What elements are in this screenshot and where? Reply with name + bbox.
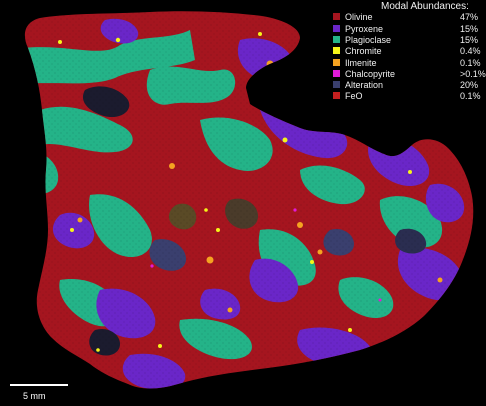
mineral-name: Pyroxene [345,24,384,34]
chalcopyrite-swatch [333,70,340,77]
scale-label: 5 mm [23,391,46,401]
legend-row-ilmenite: Ilmenite 0.1% [333,58,483,68]
legend-row-plagioclase: Plagioclase 15% [333,35,483,45]
mineral-name: Ilmenite [345,58,377,68]
mineral-name: Chromite [345,46,382,56]
mineral-name: Alteration [345,80,384,90]
mineral-value: 0.1% [460,58,481,68]
pyroxene-swatch [333,25,340,32]
mineral-value: 47% [460,12,479,22]
mineral-name: Olivine [345,12,373,22]
mineral-value: 15% [460,24,479,34]
legend-row-alteration: Alteration 20% [333,80,483,90]
mineral-value: 15% [460,35,479,45]
legend-row-chromite: Chromite 0.4% [333,46,483,56]
chromite-swatch [333,47,340,54]
ilmenite-swatch [333,59,340,66]
mineral-value: 20% [460,80,479,90]
mineral-name: Chalcopyrite [345,69,396,79]
alteration-swatch [333,81,340,88]
legend-row-chalcopyrite: Chalcopyrite >0.1% [333,69,486,79]
legend-row-feo: FeO 0.1% [333,91,483,101]
feo-swatch [333,92,340,99]
mineral-value: >0.1% [460,69,486,79]
legend-row-pyroxene: Pyroxene 15% [333,24,483,34]
mineral-name: FeO [345,91,363,101]
scale-bar [10,384,68,386]
plagioclase-swatch [333,36,340,43]
mineral-value: 0.1% [460,91,481,101]
legend-row-olivine: Olivine 47% [333,12,483,22]
mineral-value: 0.4% [460,46,481,56]
olivine-swatch [333,13,340,20]
mineral-name: Plagioclase [345,35,392,45]
legend-title: Modal Abundances: [381,1,469,12]
